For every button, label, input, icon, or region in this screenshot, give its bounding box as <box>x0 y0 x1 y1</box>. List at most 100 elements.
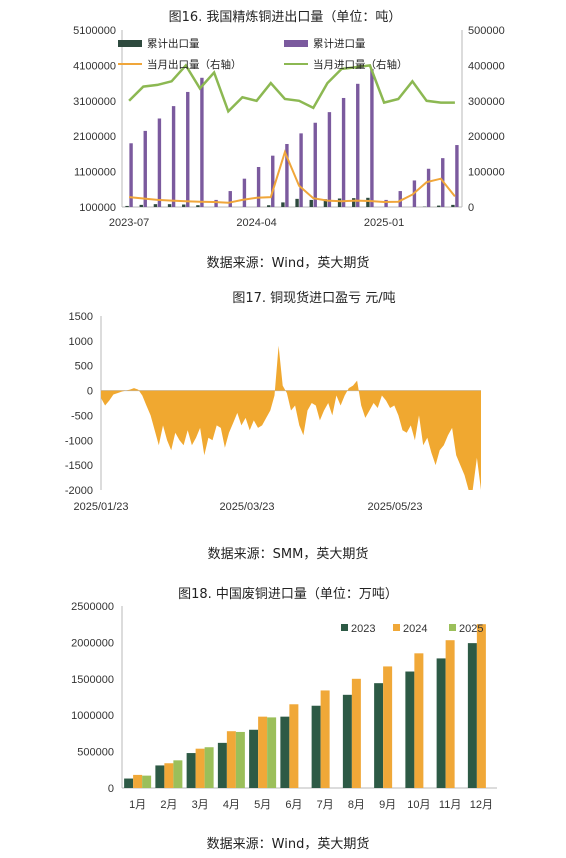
chart-17-y-tick: -1000 <box>65 435 93 447</box>
import-cum-bar <box>455 145 459 207</box>
import-cum-bar <box>228 191 232 207</box>
chart-16-axes: 100000 1100000 2100000 3100000 4100000 510000… <box>73 25 505 229</box>
bar-2025 <box>142 775 152 788</box>
bar-2023 <box>405 671 415 788</box>
import-cum-bar <box>398 191 402 207</box>
bar-2023 <box>311 705 321 788</box>
chart-16-y-left-tick: 2100000 <box>73 131 116 143</box>
bar-2024 <box>414 653 424 788</box>
chart-16: 图16. 我国精炼铜进出口量（单位：吨） 100000 1100000 210000… <box>73 10 505 271</box>
chart-18-y-tick: 2500000 <box>71 601 114 613</box>
chart-18-x-tick: 1月 <box>129 799 146 811</box>
bar-2024 <box>445 640 455 788</box>
bar-2024 <box>351 678 361 788</box>
chart-18-axes: 0 500000 1000000 1500000 2000000 2500000 1月 2月 3… <box>71 601 497 811</box>
chart-18-x-tick: 2月 <box>160 799 177 811</box>
bar-2024 <box>226 731 236 788</box>
import-cum-bar <box>341 97 346 207</box>
bar-2023 <box>186 753 196 788</box>
chart-16-y-left-tick: 4100000 <box>73 60 116 72</box>
import-cum-bar <box>313 122 317 207</box>
import-cum-bar <box>327 112 332 207</box>
import-cum-bar <box>129 143 133 207</box>
chart-17-title: 图17. 铜现货进口盈亏 元/吨 <box>232 290 395 306</box>
chart-17-area <box>101 345 481 490</box>
chart-17-y-tick: 1000 <box>69 336 93 348</box>
legend-swatch-2023 <box>341 624 348 631</box>
chart-17-y-tick: -2000 <box>65 485 93 497</box>
export-cum-bar <box>352 198 356 207</box>
export-cum-bar <box>437 205 441 207</box>
chart-17-y-tick: 0 <box>87 386 93 398</box>
bar-2024 <box>195 748 205 788</box>
import-cum-bar <box>256 166 261 207</box>
chart-18-x-tick: 6月 <box>285 799 302 811</box>
chart-16-y-right-tick: 500000 <box>468 25 505 37</box>
import-cum-bar <box>370 68 374 207</box>
bar-2023 <box>467 643 477 788</box>
legend-swatch-2025 <box>449 624 456 631</box>
chart-16-title: 图16. 我国精炼铜进出口量（单位：吨） <box>169 10 402 25</box>
chart-17-y-tick: -500 <box>71 410 93 422</box>
legend-label-export-month: 当月出口量（右轴） <box>147 58 242 71</box>
chart-16-source: 数据来源：Wind，英大期货 <box>207 255 370 271</box>
chart-16-y-right-tick: 300000 <box>468 96 505 108</box>
legend-label-export-cum: 累计出口量 <box>147 37 200 50</box>
chart-16-lines <box>128 63 456 204</box>
bar-2025 <box>267 717 277 788</box>
import-cum-bar <box>143 130 147 207</box>
chart-18-x-tick: 9月 <box>379 799 396 811</box>
bar-2023 <box>124 778 134 788</box>
chart-17-x-tick: 2025/05/23 <box>367 501 422 513</box>
export-cum-bar <box>139 204 143 207</box>
chart-18-x-tick: 4月 <box>223 799 240 811</box>
chart-16-y-right-tick: 400000 <box>468 60 505 72</box>
legend-label-import-cum: 累计进口量 <box>313 37 366 50</box>
export-cum-bar <box>366 197 370 207</box>
chart-17-source: 数据来源：SMM，英大期货 <box>208 546 369 562</box>
chart-16-y-left-tick: 100000 <box>79 202 116 214</box>
chart-16-bars <box>125 68 459 207</box>
chart-16-y-left-tick: 5100000 <box>73 25 116 37</box>
chart-16-x-tick: 2023-07 <box>109 217 149 229</box>
chart-18-x-tick: 11月 <box>439 799 461 811</box>
bar-2023 <box>374 683 384 788</box>
bar-2023 <box>280 716 290 788</box>
chart-18-y-tick: 0 <box>108 783 114 795</box>
chart-16-y-left-tick: 3100000 <box>73 96 116 108</box>
chart-17-axes: 1500 1000 500 0 -500 -1000 -1500 -2000 2025/01/2… <box>65 311 481 513</box>
export-cum-bar <box>281 202 285 207</box>
export-cum-bar <box>267 205 271 207</box>
chart-16-y-left-tick: 1100000 <box>74 167 116 179</box>
import-cum-bar <box>299 133 303 207</box>
export-cum-bar <box>323 199 328 207</box>
chart-17-y-tick: 1500 <box>69 311 93 323</box>
bar-2024 <box>164 763 174 788</box>
export-cum-bar <box>451 204 455 207</box>
chart-18-bars <box>124 624 486 788</box>
import-cum-bar <box>356 83 360 207</box>
bar-2024 <box>289 704 299 788</box>
chart-16-y-right-tick: 0 <box>468 202 474 214</box>
chart-18-y-tick: 1500000 <box>71 674 114 686</box>
bar-2023 <box>436 658 446 788</box>
chart-18-y-tick: 2000000 <box>71 637 114 649</box>
chart-17-x-tick: 2025/01/23 <box>73 501 128 513</box>
bar-2024 <box>476 624 486 788</box>
export-cum-bar <box>196 205 200 207</box>
import-cum-bar <box>214 199 218 207</box>
bar-2025 <box>204 747 214 788</box>
chart-18-title: 图18. 中国废铜进口量（单位：万吨） <box>178 586 398 602</box>
bar-2024 <box>320 690 330 788</box>
chart-17-y-tick: 500 <box>75 361 93 373</box>
bar-2023 <box>249 729 259 788</box>
import-cum-bar <box>242 178 247 207</box>
chart-18-x-tick: 12月 <box>470 799 493 811</box>
legend-label-2024: 2024 <box>403 623 427 635</box>
legend-label-2023: 2023 <box>351 623 375 635</box>
chart-17: 图17. 铜现货进口盈亏 元/吨 1500 1000 500 0 -500 -1000 -1… <box>65 290 481 562</box>
chart-17-y-tick: -1500 <box>65 460 93 472</box>
legend-swatch-export-cum <box>118 40 142 47</box>
chart-16-legend: 累计出口量 累计进口量 当月出口量（右轴） 当月进口量（右轴） <box>118 37 408 71</box>
